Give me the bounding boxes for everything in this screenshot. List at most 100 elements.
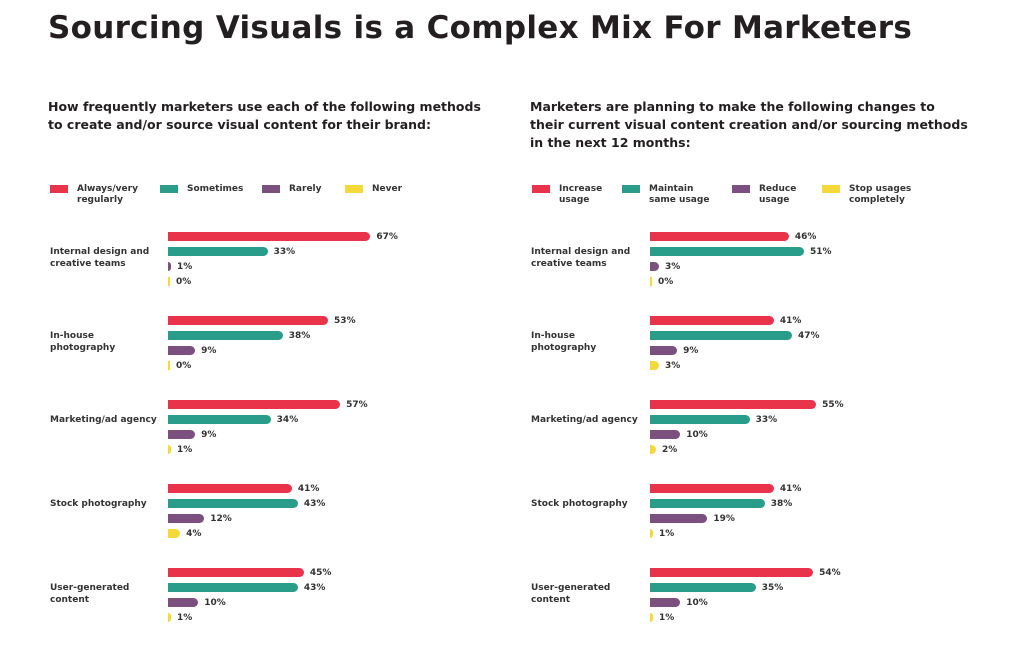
category-label: Marketing/ad agency: [531, 415, 638, 425]
bar-sometimes: [168, 583, 298, 592]
bar-reduce-usage: [650, 514, 708, 523]
legend-item: Sometimes: [160, 184, 243, 195]
chart-subtitle: How frequently marketers use each of the…: [48, 99, 481, 132]
data-label: 46%: [794, 232, 817, 242]
data-label: 1%: [177, 445, 193, 455]
legend-label: Maintain same usage: [649, 184, 710, 205]
data-label: 9%: [201, 430, 217, 440]
data-label: 33%: [755, 415, 778, 425]
data-label: 45%: [309, 568, 332, 578]
bar-always-very-regularly: [168, 316, 329, 325]
legend-item: Always/very regularly: [50, 184, 147, 206]
bar-maintain-same-usage: [650, 331, 792, 340]
legend-label: Sometimes: [187, 184, 244, 194]
legend-swatch: [822, 185, 840, 193]
data-label: 38%: [288, 331, 311, 341]
bar-rarely: [168, 430, 196, 439]
bar-stop-usages-completely: [650, 445, 657, 454]
legend-label: Reduce usage: [759, 184, 797, 205]
data-label: 19%: [713, 514, 735, 524]
data-label: 3%: [665, 361, 681, 371]
data-label: 10%: [204, 598, 226, 608]
data-label: 34%: [276, 415, 299, 425]
category-label: Stock photography: [50, 499, 147, 509]
bar-rarely: [168, 514, 205, 523]
data-label: 2%: [662, 445, 678, 455]
legend-item: Stop usages completely: [822, 184, 919, 206]
legend-swatch: [345, 185, 363, 193]
bar-always-very-regularly: [168, 400, 341, 409]
bar-sometimes: [168, 331, 283, 340]
bar-maintain-same-usage: [650, 247, 805, 256]
bar-increase-usage: [650, 484, 774, 493]
bar-reduce-usage: [650, 346, 678, 355]
chart-subtitle: Marketers are planning to make the follo…: [530, 99, 968, 150]
data-label: 0%: [176, 361, 192, 371]
legend-swatch: [262, 185, 280, 193]
legend-item: Reduce usage: [732, 184, 829, 206]
data-label: 41%: [779, 316, 802, 326]
data-label: 12%: [210, 514, 232, 524]
bar-rarely: [168, 262, 172, 271]
bar-sometimes: [168, 415, 271, 424]
category-label: User-generated content: [50, 583, 130, 605]
bar-never: [168, 445, 172, 454]
legend-item: Rarely: [262, 184, 322, 195]
data-label: 51%: [810, 247, 832, 257]
bar-stop-usages-completely: [650, 613, 654, 622]
data-label: 67%: [376, 232, 398, 242]
data-label: 55%: [822, 400, 844, 410]
data-label: 35%: [761, 583, 784, 593]
data-label: 3%: [665, 262, 681, 272]
data-label: 1%: [177, 262, 193, 272]
data-label: 10%: [686, 598, 708, 608]
bar-reduce-usage: [650, 598, 681, 607]
data-label: 41%: [779, 484, 802, 494]
data-label: 47%: [797, 331, 820, 341]
legend-label: Always/very regularly: [77, 184, 138, 205]
bar-always-very-regularly: [168, 568, 304, 577]
bar-stop-usages-completely: [650, 529, 654, 538]
bar-never: [168, 613, 172, 622]
category-label: Stock photography: [531, 499, 628, 509]
legend-label: Rarely: [289, 184, 322, 194]
chart-panel-frequency: How frequently marketers use each of the…: [0, 0, 481, 664]
bar-rarely: [168, 346, 196, 355]
bar-reduce-usage: [650, 262, 660, 271]
legend-swatch: [732, 185, 750, 193]
category-label: Internal design and creative teams: [50, 247, 150, 269]
legend-label: Increase usage: [559, 184, 603, 205]
data-label: 1%: [659, 613, 675, 623]
data-label: 43%: [303, 499, 326, 509]
chart-panel-changes: Marketers are planning to make the follo…: [482, 0, 968, 664]
data-label: 57%: [346, 400, 368, 410]
bar-stop-usages-completely: [650, 277, 652, 286]
category-label: User-generated content: [531, 583, 611, 605]
page-title: Sourcing Visuals is a Complex Mix For Ma…: [48, 10, 913, 46]
legend-swatch: [622, 185, 640, 193]
bar-always-very-regularly: [168, 484, 292, 493]
bar-maintain-same-usage: [650, 499, 765, 508]
legend-item: Never: [345, 184, 402, 195]
legend-item: Maintain same usage: [622, 184, 719, 206]
data-label: 33%: [273, 247, 296, 257]
legend-label: Stop usages completely: [849, 184, 912, 205]
bar-increase-usage: [650, 316, 774, 325]
bar-always-very-regularly: [168, 232, 371, 241]
category-label: In-house photography: [531, 331, 597, 353]
data-label: 41%: [297, 484, 320, 494]
category-label: In-house photography: [50, 331, 116, 353]
data-label: 9%: [201, 346, 217, 356]
legend-label: Never: [372, 184, 403, 194]
data-label: 10%: [686, 430, 708, 440]
data-label: 53%: [334, 316, 356, 326]
data-label: 43%: [303, 583, 326, 593]
bar-maintain-same-usage: [650, 583, 756, 592]
data-label: 1%: [659, 529, 675, 539]
legend-swatch: [160, 185, 178, 193]
data-label: 4%: [186, 529, 202, 539]
data-label: 0%: [658, 277, 674, 287]
bar-never: [168, 277, 170, 286]
data-label: 1%: [177, 613, 193, 623]
bar-never: [168, 529, 181, 538]
